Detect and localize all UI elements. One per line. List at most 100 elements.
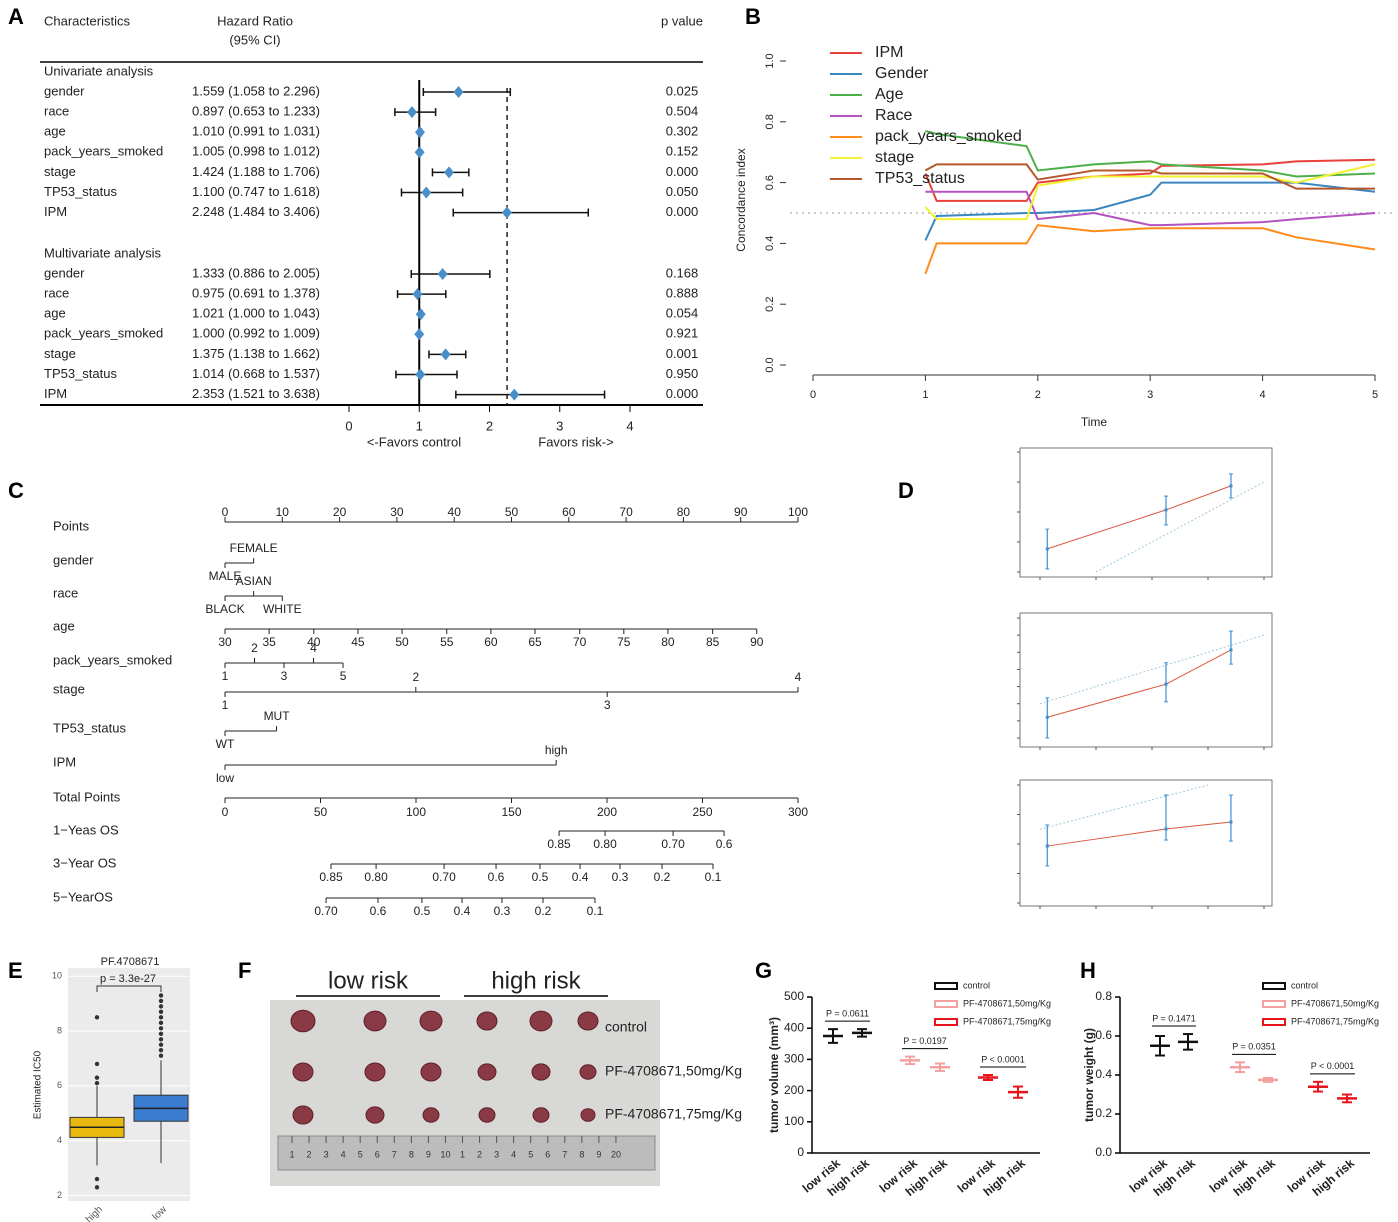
series-line — [924, 163, 1375, 190]
ruler-label: 5 — [528, 1149, 533, 1159]
tick-label: 0.1 — [705, 870, 722, 884]
legend-swatch — [1262, 1000, 1286, 1008]
tick-label: 0.5 — [532, 870, 549, 884]
tick-label: 30 — [218, 635, 232, 649]
tumor — [580, 1108, 596, 1122]
outlier — [158, 993, 164, 998]
series-line — [924, 181, 1376, 241]
tumor — [365, 1106, 385, 1124]
column-header: Characteristics — [44, 13, 130, 28]
row-label: control — [605, 1019, 647, 1035]
tick-label: 60 — [562, 505, 576, 519]
tick-label: 65 — [528, 635, 542, 649]
y-tick-label: 0.0 — [764, 357, 776, 372]
plot-frame — [1019, 447, 1273, 578]
outlier — [94, 1176, 100, 1182]
row-label: PF-4708671,75mg/Kg — [605, 1106, 742, 1122]
ideal-line — [1039, 634, 1265, 705]
tick-label: 35 — [262, 635, 276, 649]
hr-marker — [453, 86, 464, 98]
tick-label: 50 — [505, 505, 519, 519]
panel-letter: C — [8, 478, 24, 503]
row-name: TP53_status — [44, 184, 117, 199]
tick-label: 0 — [222, 505, 229, 519]
tick-label: 75 — [617, 635, 631, 649]
point — [1229, 648, 1233, 652]
tick-label: 3 — [604, 698, 611, 712]
series-line — [925, 190, 1376, 227]
legend-label: pack_years_smoked — [875, 128, 1022, 145]
point — [1045, 715, 1049, 719]
tick-label: FEMALE — [230, 541, 278, 555]
ruler-label: 7 — [562, 1149, 567, 1159]
legend-swatch — [934, 982, 958, 990]
hr-marker — [414, 146, 425, 159]
tick-label: 0.6 — [716, 837, 733, 851]
hr-marker — [415, 308, 426, 321]
tick-label: 150 — [501, 805, 521, 819]
tick-label: 10 — [276, 505, 290, 519]
column-header: Hazard Ratio — [217, 13, 293, 28]
outlier — [94, 1185, 100, 1190]
hr-label: 2.248 (1.484 to 3.406) — [192, 204, 320, 219]
hr-label: 1.333 (0.886 to 2.005) — [192, 265, 320, 280]
row-name: stage — [53, 681, 85, 696]
ruler-label: 5 — [358, 1149, 363, 1159]
tick-label: 0 — [222, 805, 229, 819]
tick-label: 85 — [706, 635, 720, 649]
tumor — [477, 1063, 497, 1081]
legend-label: Age — [875, 86, 904, 103]
tick-label: 0.2 — [535, 904, 552, 918]
x-tick-label: 5 — [1372, 389, 1378, 401]
tumor — [577, 1011, 599, 1031]
p-value: 0.000 — [666, 386, 699, 401]
outlier — [94, 1075, 100, 1080]
outlier — [158, 1037, 164, 1042]
tick-label: 3 — [281, 669, 288, 683]
row-name: gender — [44, 83, 85, 98]
p-value: 0.302 — [666, 124, 699, 139]
tick-label: 5 — [340, 669, 347, 683]
tick-label: 0.1 — [587, 904, 604, 918]
legend-swatch — [1262, 982, 1286, 990]
ruler-label: 3 — [494, 1149, 499, 1159]
ruler-label: 1 — [460, 1149, 465, 1159]
y-axis-label: tumor volume (mm³) — [767, 1017, 781, 1133]
tick-label: 0.70 — [432, 870, 456, 884]
comparison-label: P = 0.0351 — [1232, 1042, 1276, 1052]
tick-label: 0.80 — [364, 870, 388, 884]
y-tick-label: 10 — [52, 971, 62, 981]
x-axis-label: <-Favors control — [367, 434, 461, 449]
row-name: race — [53, 585, 78, 600]
y-tick-label: 0.6 — [764, 175, 776, 190]
comparison-label: P < 0.0001 — [981, 1054, 1025, 1064]
hr-marker — [415, 368, 426, 381]
y-tick-label: 0.8 — [1095, 989, 1112, 1003]
p-value: 0.152 — [666, 144, 699, 159]
tick-label: 0.3 — [494, 904, 511, 918]
row-name: age — [44, 306, 66, 321]
row-name: 3−Year OS — [53, 855, 117, 870]
tick-label: 200 — [597, 805, 617, 819]
y-tick-label: 0.4 — [764, 236, 776, 251]
row-name: Total Points — [53, 789, 121, 804]
chart-title: PF.4708671 — [101, 956, 160, 968]
tick-label: 2 — [412, 670, 419, 684]
tumor — [420, 1062, 442, 1082]
legend-label: Gender — [875, 65, 929, 82]
tick-label: 0.6 — [370, 904, 387, 918]
group-label: low risk — [328, 967, 409, 994]
p-value: 0.025 — [666, 83, 699, 98]
annotation: p = 3.3e-27 — [100, 973, 156, 985]
legend-label: Race — [875, 107, 912, 124]
hr-marker — [437, 268, 448, 280]
comparison-label: P = 0.1471 — [1152, 1013, 1196, 1023]
tick-label: 45 — [351, 635, 365, 649]
tick-label: 1 — [222, 698, 229, 712]
ruler-label: 9 — [426, 1149, 431, 1159]
hr-label: 0.897 (0.653 to 1.233) — [192, 104, 320, 119]
ruler-label: 3 — [324, 1149, 329, 1159]
tumor — [419, 1010, 443, 1032]
